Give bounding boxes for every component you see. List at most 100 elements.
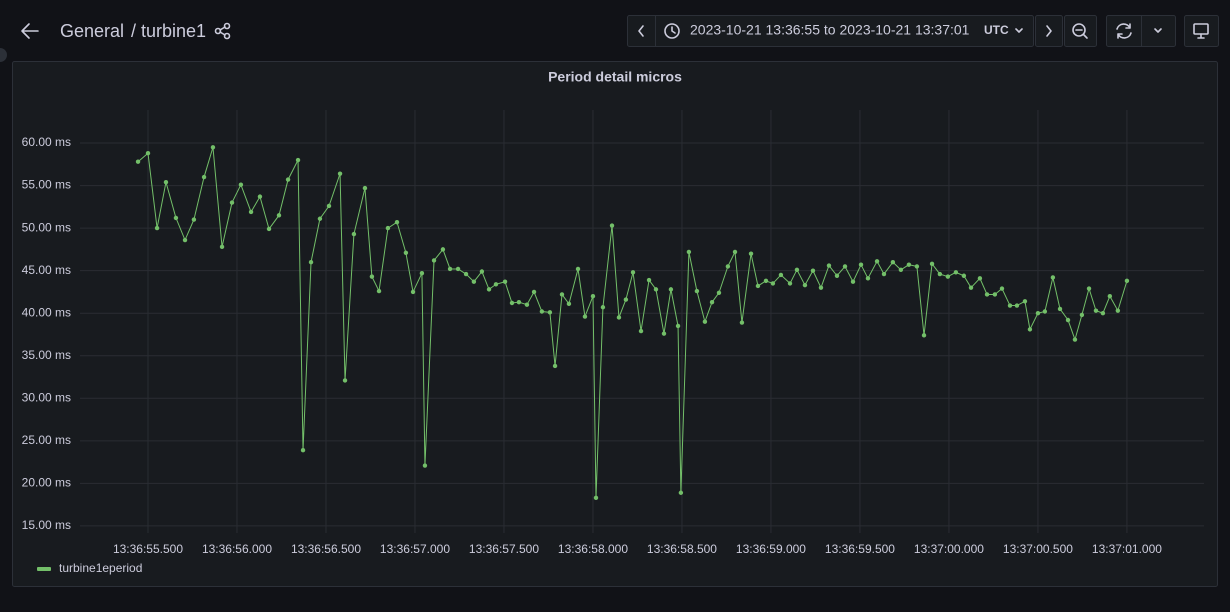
data-point <box>937 271 943 277</box>
y-tick-label: 40.00 ms <box>22 305 71 319</box>
data-point <box>770 281 776 286</box>
data-point <box>968 285 974 290</box>
data-point <box>1007 303 1013 308</box>
data-point <box>154 225 160 231</box>
data-point <box>552 363 558 369</box>
data-point <box>661 331 667 336</box>
data-point <box>638 328 644 334</box>
data-point <box>794 267 800 273</box>
shift-forward[interactable] <box>1035 15 1063 47</box>
data-point <box>834 273 840 278</box>
data-point <box>748 251 754 256</box>
data-point <box>1014 303 1020 308</box>
x-tick-label: 13:36:57.500 <box>469 542 539 556</box>
data-point <box>163 179 169 185</box>
data-point <box>229 200 235 205</box>
data-point <box>440 247 446 252</box>
data-point <box>810 268 816 273</box>
data-point <box>929 261 935 267</box>
chevron-right <box>1046 25 1052 37</box>
y-tick-label: 35.00 ms <box>22 348 71 362</box>
data-point <box>945 274 951 279</box>
data-point <box>295 157 301 163</box>
y-tick-label: 20.00 ms <box>22 476 71 490</box>
x-tick-label: 13:36:57.000 <box>380 542 450 556</box>
clock-icon <box>664 23 680 39</box>
data-point <box>326 203 332 209</box>
data-point <box>992 292 998 297</box>
x-tick-label: 13:36:59.000 <box>736 542 806 556</box>
data-point <box>709 299 715 305</box>
y-tick-label: 25.00 ms <box>22 433 71 447</box>
breadcrumb-page: / turbine1 <box>131 21 206 41</box>
data-point <box>1072 337 1078 342</box>
data-point <box>394 219 400 225</box>
data-point <box>447 266 453 272</box>
data-point <box>403 250 409 255</box>
data-point <box>582 314 588 319</box>
data-point <box>818 285 824 290</box>
data-point <box>493 282 499 287</box>
zoom-out[interactable] <box>1064 15 1097 47</box>
sidebar-toggle[interactable] <box>0 48 7 62</box>
data-point <box>694 288 700 294</box>
data-point <box>173 215 179 221</box>
refresh-dropdown[interactable] <box>1154 28 1162 33</box>
data-point <box>410 289 416 295</box>
data-point <box>739 320 745 325</box>
data-point <box>890 259 896 265</box>
legend-swatch <box>37 567 51 571</box>
data-point <box>539 309 545 314</box>
data-point <box>675 323 681 329</box>
data-point <box>778 272 784 278</box>
data-point <box>547 310 553 315</box>
data-point <box>463 271 469 277</box>
data-point <box>623 297 629 302</box>
data-point <box>686 249 692 255</box>
data-point <box>716 290 722 295</box>
data-point <box>191 217 197 222</box>
data-point <box>732 249 738 255</box>
data-point <box>961 273 967 278</box>
data-point <box>385 225 391 231</box>
data-point <box>921 333 927 338</box>
time-dropdown[interactable] <box>1015 28 1023 33</box>
data-point <box>145 151 151 156</box>
data-point <box>977 276 983 281</box>
data-point <box>609 223 615 228</box>
data-point <box>308 259 314 265</box>
breadcrumb-root[interactable]: General <box>60 21 124 41</box>
data-point <box>984 292 990 297</box>
data-point <box>1035 311 1041 316</box>
data-point <box>257 194 263 199</box>
timezone: UTC <box>984 23 1009 37</box>
time-picker[interactable] <box>627 15 1034 47</box>
chart-title: Period detail micros <box>548 69 682 85</box>
data-point <box>1100 311 1106 316</box>
monitor-icon <box>1193 23 1209 39</box>
data-point <box>1115 308 1121 313</box>
data-point <box>524 302 530 307</box>
back-button[interactable] <box>21 23 39 39</box>
data-point <box>135 159 141 164</box>
data-point <box>858 262 864 267</box>
data-point <box>1057 306 1063 312</box>
share-button[interactable] <box>214 22 231 40</box>
data-point <box>201 174 207 180</box>
data-point <box>516 299 522 305</box>
panel <box>12 61 1218 587</box>
tv-mode[interactable] <box>1184 15 1219 47</box>
y-tick-label: 60.00 ms <box>22 135 71 149</box>
data-point <box>337 171 343 176</box>
data-point <box>351 231 357 237</box>
shift-back[interactable] <box>638 25 644 37</box>
data-point <box>531 289 537 295</box>
data-point <box>763 278 769 284</box>
data-point <box>906 262 912 267</box>
data-point <box>881 271 887 277</box>
data-point <box>1124 278 1130 284</box>
x-tick-label: 13:36:55.500 <box>113 542 183 556</box>
data-point <box>431 258 437 263</box>
time-range[interactable]: 2023-10-21 13:36:55 to 2023-10-21 13:37:… <box>690 22 970 38</box>
